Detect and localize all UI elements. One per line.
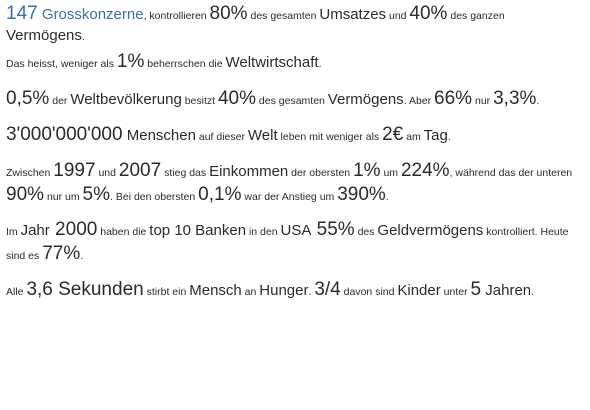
text-segment: 80% <box>209 3 248 24</box>
text-segment: 3,3% <box>493 88 537 109</box>
text-segment: Weltwirtschaft <box>225 54 319 71</box>
text-segment: Das heisst, weniger als <box>6 58 117 70</box>
text-segment: . <box>536 95 540 107</box>
text-segment: 390% <box>337 184 386 205</box>
text-segment: Jahren <box>481 282 532 299</box>
text-segment: nur um <box>44 191 83 203</box>
text-segment: Zwischen <box>6 167 54 179</box>
text-segment: haben die <box>97 226 150 238</box>
text-segment: war der Anstieg um <box>241 191 338 203</box>
text-segment: . <box>385 191 389 203</box>
text-segment: an <box>241 286 260 298</box>
text-segment: 40% <box>409 3 448 24</box>
text-segment: 3'000'000'000 <box>6 124 123 145</box>
paragraph-income-growth: Zwischen 1997 und 2007 stieg das Einkomm… <box>6 160 586 208</box>
text-segment: des gesamten <box>247 10 320 22</box>
text-segment: . Bei den obersten <box>110 191 199 203</box>
text-segment: davon sind <box>340 286 398 298</box>
text-segment: 40% <box>217 88 256 109</box>
text-segment: 5% <box>82 184 111 205</box>
text-segment: am <box>403 131 424 143</box>
text-segment: . <box>318 58 322 70</box>
text-segment: Kinder <box>397 282 441 299</box>
text-segment: 2000 <box>49 219 98 240</box>
paragraph-hunger: Alle 3,6 Sekunden stirbt ein Mensch an H… <box>6 279 586 303</box>
text-segment: top 10 Banken <box>149 222 247 239</box>
text-segment: nur <box>472 95 494 107</box>
text-segment: der obersten <box>288 167 354 179</box>
text-segment: Weltbevölkerung <box>70 91 182 108</box>
text-segment: Tag <box>423 127 448 144</box>
text-segment: 77% <box>42 243 81 264</box>
text-segment: auf dieser <box>195 131 248 143</box>
text-segment: in den <box>246 226 281 238</box>
text-segment: 2007 <box>118 160 162 181</box>
text-segment: Vermögens <box>327 91 404 108</box>
text-segment: 55% <box>311 219 355 240</box>
text-segment: des ganzen <box>447 10 505 22</box>
text-segment: Alle <box>6 286 27 298</box>
text-segment: 0,1% <box>198 184 242 205</box>
text-segment: stieg das <box>161 167 210 179</box>
text-segment: des <box>354 226 378 238</box>
text-segment: unter <box>440 286 471 298</box>
text-segment: Menschen <box>122 127 196 144</box>
paragraph-corporations: 147 Grosskonzerne, kontrollieren 80% des… <box>6 4 586 47</box>
text-segment: 90% <box>6 184 45 205</box>
text-segment: 3/4 <box>314 279 341 300</box>
text-segment: kontrolliert. Heute sind es <box>6 226 569 262</box>
text-segment: Mensch <box>189 282 242 299</box>
text-segment: USA <box>280 222 312 239</box>
paragraph-poverty: 3'000'000'000 Menschen auf dieser Welt l… <box>6 124 586 148</box>
paragraph-banks: Im Jahr 2000 haben die top 10 Banken in … <box>6 219 586 267</box>
text-segment: um <box>380 167 401 179</box>
paragraph-world-economy: Das heisst, weniger als 1% beherrschen d… <box>6 52 586 74</box>
text-segment: Umsatzes <box>319 6 387 23</box>
text-segment: 1% <box>353 160 381 181</box>
text-segment: 224% <box>400 160 450 181</box>
text-segment: stirbt ein <box>143 286 190 298</box>
text-segment: . <box>81 31 85 43</box>
text-segment: Hunger <box>259 282 309 299</box>
text-segment: und <box>386 10 410 22</box>
text-segment: 3,6 Sekunden <box>26 279 144 300</box>
text-segment: . <box>531 286 535 298</box>
text-segment: Geldvermögens <box>377 222 484 239</box>
text-segment: Grosskonzerne <box>37 6 144 23</box>
text-segment: Im <box>6 226 21 238</box>
text-segment: des gesamten <box>256 95 328 107</box>
text-segment: besitzt <box>181 95 218 107</box>
text-segment: 66% <box>434 88 473 109</box>
text-segment: , während das der unteren <box>449 167 573 179</box>
text-segment: 0,5% <box>6 88 50 109</box>
text-segment: . <box>80 250 84 262</box>
text-segment: 2€ <box>382 124 404 145</box>
text-segment: 1997 <box>53 160 96 181</box>
text-segment: und <box>95 167 119 179</box>
text-segment: . <box>447 131 451 143</box>
text-segment: 5 <box>470 279 482 300</box>
text-segment: 1% <box>116 51 145 72</box>
text-segment: der <box>49 95 71 107</box>
text-segment: Jahr <box>20 222 50 239</box>
paragraph-population-wealth: 0,5% der Weltbevölkerung besitzt 40% des… <box>6 88 586 112</box>
text-segment: Vermögens <box>6 27 82 44</box>
text-segment: 147 <box>6 3 38 24</box>
text-segment: beherrschen die <box>144 58 226 70</box>
text-segment: , kontrollieren <box>143 10 210 22</box>
text-segment: Einkommen <box>209 163 289 180</box>
text-segment: . Aber <box>403 95 435 107</box>
text-segment: Welt <box>247 127 278 144</box>
text-segment: . <box>308 286 315 298</box>
text-segment: leben mit weniger als <box>277 131 383 143</box>
